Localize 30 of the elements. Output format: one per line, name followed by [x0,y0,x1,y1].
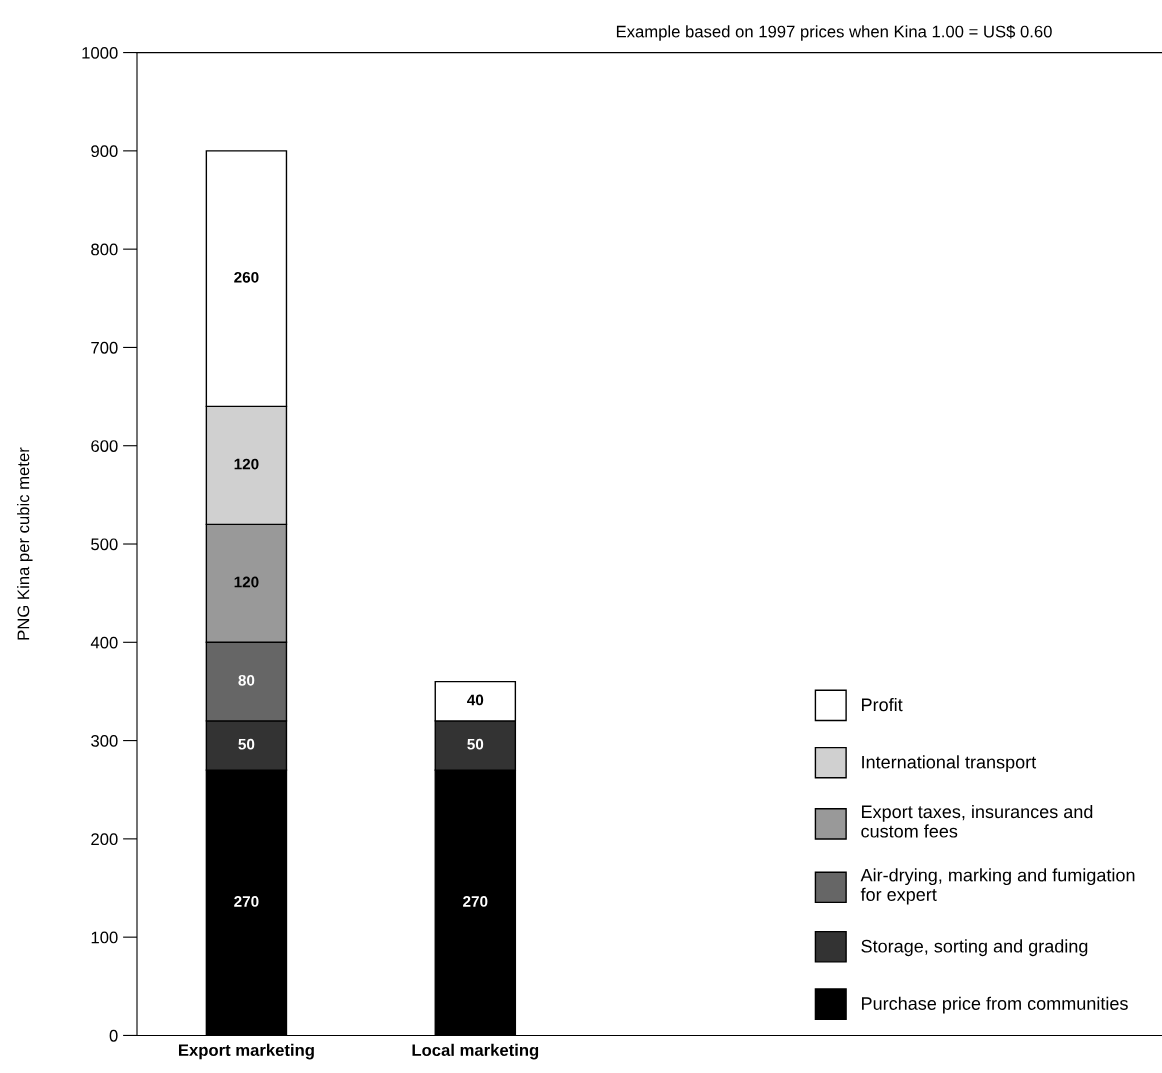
y-tick-label: 100 [91,931,118,944]
y-tick-label: 500 [91,538,118,551]
legend-label: International transport [862,755,1037,773]
data-label: 40 [467,694,484,706]
y-axis-title: PNG Kina per cubic meter [17,447,33,640]
y-tick-label: 1000 [82,46,118,59]
y-tick-label: 300 [91,734,118,747]
y-tick-label: 900 [91,145,118,158]
y-tick-label: 800 [91,243,118,256]
y-tick-label: 600 [91,440,118,452]
text: Example based on 1997 prices when Kina 1.00 = US$ 0.60 [616,24,1052,41]
data-label: 50 [238,738,255,750]
x-tick-label: Local marketing [412,1043,539,1060]
legend-label: Air-drying, marking and fumigation for expert [860,868,1135,905]
data-label: 270 [463,896,488,907]
data-label: 120 [234,576,259,588]
legend-label: Profit [862,697,903,712]
x-tick-label: Export marketing [179,1043,314,1060]
data-label: 120 [234,458,259,470]
y-tick-label: 400 [90,636,118,649]
data-label: 270 [234,896,259,907]
legend-label: Export taxes, insurances and custom fees [861,804,1093,838]
legend-label: Purchase price from communities [862,996,1128,1014]
y-tick-label: 200 [91,833,118,846]
data-label: 80 [238,674,255,686]
data-label: 50 [467,738,484,750]
data-label: 260 [234,271,259,283]
y-tick-label: 0 [109,1029,118,1042]
y-tick-label: 700 [91,341,118,354]
legend-label: Storage, sorting and grading [861,939,1088,957]
